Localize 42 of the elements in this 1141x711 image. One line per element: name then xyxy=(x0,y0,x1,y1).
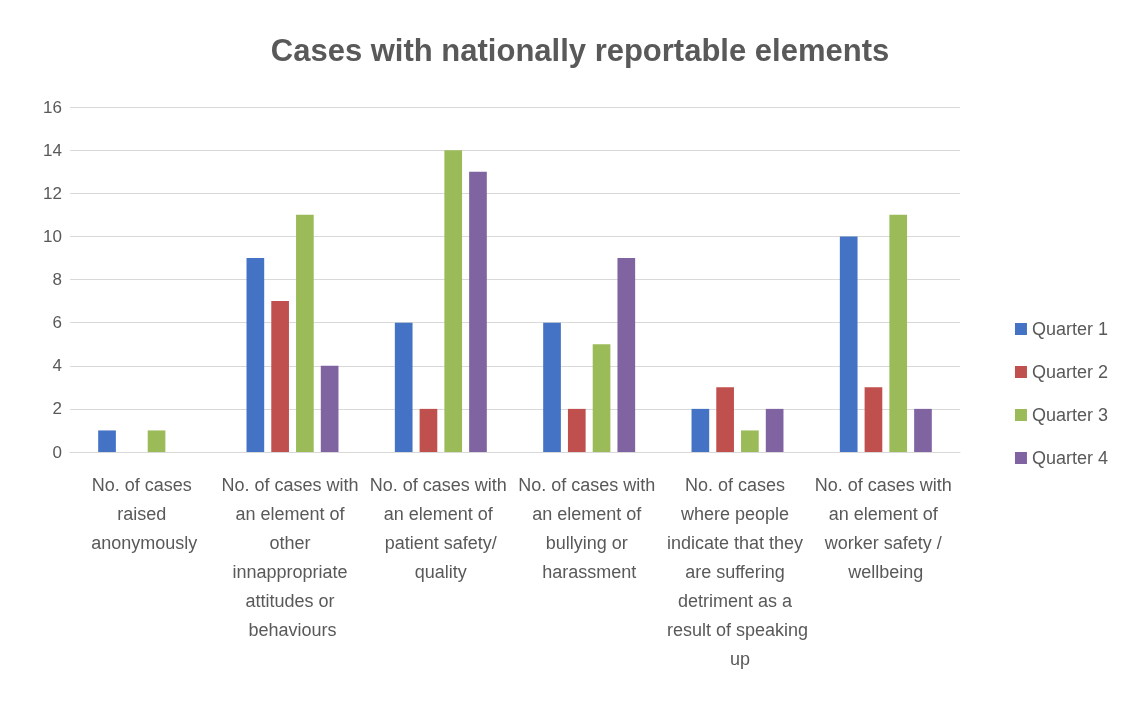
bar xyxy=(716,387,734,452)
y-tick-label: 6 xyxy=(52,313,62,333)
chart-title: Cases with nationally reportable elements xyxy=(270,33,890,68)
bar xyxy=(271,301,289,452)
bar xyxy=(98,430,116,452)
y-tick-label: 8 xyxy=(52,270,62,289)
bar xyxy=(567,408,586,452)
x-tick-label: No. of cases raised anonymously xyxy=(91,474,198,553)
bar xyxy=(691,408,710,452)
bar xyxy=(246,257,265,452)
bar xyxy=(147,430,166,452)
legend-label: Quarter 2 xyxy=(1031,362,1109,382)
bar xyxy=(444,150,463,452)
y-tick-label: 2 xyxy=(52,399,62,419)
y-tick-label: 16 xyxy=(43,97,62,117)
y-tick-label: 10 xyxy=(43,226,62,246)
bar xyxy=(320,365,339,452)
bar xyxy=(469,171,487,452)
legend-label: Quarter 3 xyxy=(1031,405,1109,425)
bar xyxy=(296,214,314,452)
y-tick-label: 4 xyxy=(52,356,62,376)
x-tick-label: No. of cases with an element of worker safety / wellbeing xyxy=(814,474,957,582)
bar xyxy=(394,322,413,452)
bar xyxy=(741,430,759,452)
y-tick-label: 12 xyxy=(43,183,62,203)
bar xyxy=(543,322,561,452)
bar xyxy=(914,408,932,452)
x-tick-label: No. of cases with an element of bullying or harassment xyxy=(518,474,661,582)
x-tick-label: No. of cases with an element of patient safety/quality xyxy=(369,474,512,582)
bar xyxy=(617,257,636,452)
legend-label: Quarter 1 xyxy=(1031,319,1109,339)
x-tick-label: No. of cases with an element of other innappropriate attitudes or behaviours xyxy=(221,474,364,640)
bar xyxy=(419,408,438,452)
bar xyxy=(889,214,908,452)
bar xyxy=(592,344,611,452)
y-tick-label: 14 xyxy=(43,140,62,160)
legend-label: Quarter 4 xyxy=(1031,448,1109,468)
bar xyxy=(864,387,883,452)
x-tick-label: No. of cases where people indicate that they are suffering detriment as a result of speaking up xyxy=(666,474,809,669)
y-tick-label: 0 xyxy=(52,442,62,462)
bar xyxy=(765,408,784,452)
bar xyxy=(839,236,858,452)
